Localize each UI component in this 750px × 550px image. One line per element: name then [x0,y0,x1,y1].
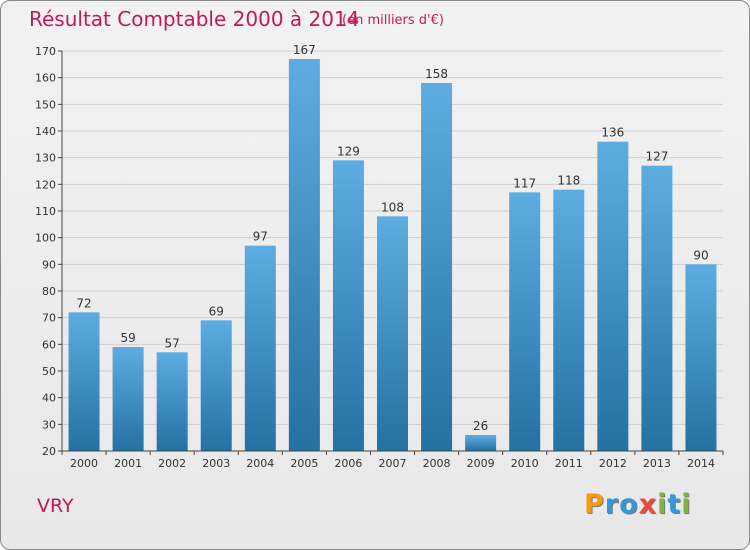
bar-value-label: 59 [120,331,135,345]
y-tick-label: 80 [42,285,56,298]
bar-2001 [112,347,144,451]
axes: 20 30 40 50 60 70 80 90 100 110 120 130 140 150 160 170… [35,45,724,470]
bar-2009 [465,435,497,451]
x-tick-label: 2009 [467,457,495,470]
y-tick-label: 90 [42,258,56,271]
x-tick-label: 2002 [158,457,186,470]
x-tick-label: 2008 [423,457,451,470]
bar-2003 [200,320,232,451]
logo-letter: P [584,489,605,520]
proxiti-logo[interactable]: Proxiti [584,489,692,520]
y-tick-label: 40 [42,392,56,405]
x-tick-label: 2004 [246,457,274,470]
commune-name: VRY [37,495,74,517]
y-tick-label: 100 [35,232,56,245]
y-tick-label: 160 [35,72,56,85]
y-tick-label: 50 [42,365,56,378]
bar-value-label: 97 [253,230,268,244]
bar-2005 [288,59,320,451]
logo-letter: r [604,489,620,520]
x-tick-label: 2006 [334,457,362,470]
bar-value-label: 57 [165,336,180,350]
x-tick-label: 2013 [643,457,671,470]
bar-2008 [421,83,453,451]
x-tick-label: 2014 [687,457,715,470]
logo-letter: i [681,489,692,520]
chart-title: Résultat Comptable 2000 à 2014 [29,7,360,31]
y-tick-label: 20 [42,445,56,458]
bar-value-label: 108 [381,200,404,214]
bar-value-label: 69 [209,304,224,318]
chart-subtitle: (en milliers d'€) [342,13,444,28]
bar-2006 [332,160,364,452]
y-tick-label: 70 [42,312,56,325]
y-tick-label: 130 [35,152,56,165]
x-tick-label: 2005 [290,457,318,470]
bar-2013 [641,165,673,451]
logo-letter: i [657,489,668,520]
bar-2014 [685,264,717,451]
bar-value-label: 129 [337,144,360,158]
bars: 72 59 57 69 97 167 129 108 158 26 117 118 136 127 90 [68,43,717,452]
bar-value-label: 118 [557,174,580,188]
y-tick-label: 150 [35,98,56,111]
bar-2011 [553,189,585,451]
x-tick-label: 2003 [202,457,230,470]
bar-value-label: 136 [601,126,624,140]
bar-value-label: 158 [425,67,448,81]
bar-value-label: 72 [76,296,91,310]
x-tick-label: 2010 [511,457,539,470]
bar-value-label: 127 [645,150,668,164]
y-tick-label: 110 [35,205,56,218]
x-tick-label: 2012 [599,457,627,470]
x-tick-label: 2001 [114,457,142,470]
bar-2010 [509,192,541,452]
bar-2002 [156,352,188,451]
y-tick-label: 140 [35,125,56,138]
bar-2007 [377,216,408,451]
y-tick-label: 120 [35,178,56,191]
x-tick-label: 2007 [379,457,407,470]
x-tick-label: 2000 [70,457,98,470]
bar-2004 [244,245,276,451]
logo-letter: t [667,489,682,520]
bar-value-label: 26 [473,419,488,433]
bar-2012 [597,141,629,451]
bar-2000 [68,312,100,451]
bar-value-label: 90 [693,248,708,262]
y-tick-label: 60 [42,338,56,351]
x-tick-label: 2011 [555,457,583,470]
y-tick-label: 30 [42,418,56,431]
bar-value-label: 117 [513,176,536,190]
bar-value-label: 167 [293,43,316,57]
logo-letter: o [619,489,639,520]
y-tick-label: 170 [35,45,56,58]
logo-letter: x [638,489,658,520]
